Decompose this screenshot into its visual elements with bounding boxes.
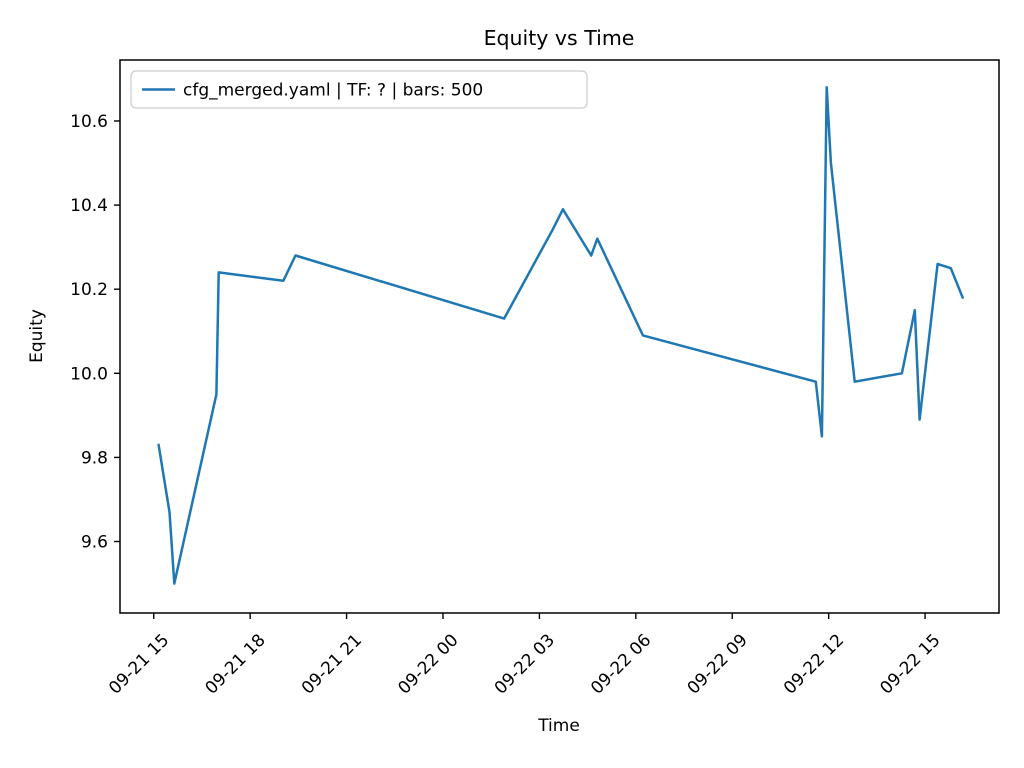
y-tick-label: 10.0 — [70, 364, 108, 384]
legend-frame — [130, 70, 588, 109]
x-tick-label: 09-22 03 — [491, 630, 559, 698]
y-tick-label: 10.6 — [70, 112, 108, 132]
x-tick-label: 09-21 21 — [298, 630, 366, 698]
x-tick-label: 09-22 00 — [394, 630, 462, 698]
x-tick-label: 09-21 15 — [105, 630, 173, 698]
chart-title: Equity vs Time — [484, 26, 635, 50]
x-tick-label: 09-21 18 — [202, 630, 270, 698]
y-tick-label: 10.2 — [70, 280, 108, 300]
x-tick-label: 09-22 06 — [587, 630, 655, 698]
x-tick-label: 09-22 15 — [876, 630, 944, 698]
x-tick-label: 09-22 09 — [684, 630, 752, 698]
y-tick-label: 9.6 — [81, 533, 108, 553]
equity-line — [157, 86, 964, 585]
plot-area: 09-21 15 09-21 18 09-21 21 09-22 00 09-22 03… — [70, 86, 964, 699]
axes-frame — [119, 59, 1000, 614]
x-tick-label: 09-22 12 — [780, 630, 848, 698]
x-axis-label: Time — [537, 716, 580, 736]
legend: cfg_merged.yaml | TF: ? | bars: 500 — [130, 70, 588, 109]
y-tick-label: 9.8 — [81, 448, 108, 468]
y-axis-label: Equity — [27, 309, 47, 363]
legend-entry-label: cfg_merged.yaml | TF: ? | bars: 500 — [183, 81, 483, 101]
y-tick-label: 10.4 — [70, 196, 108, 216]
